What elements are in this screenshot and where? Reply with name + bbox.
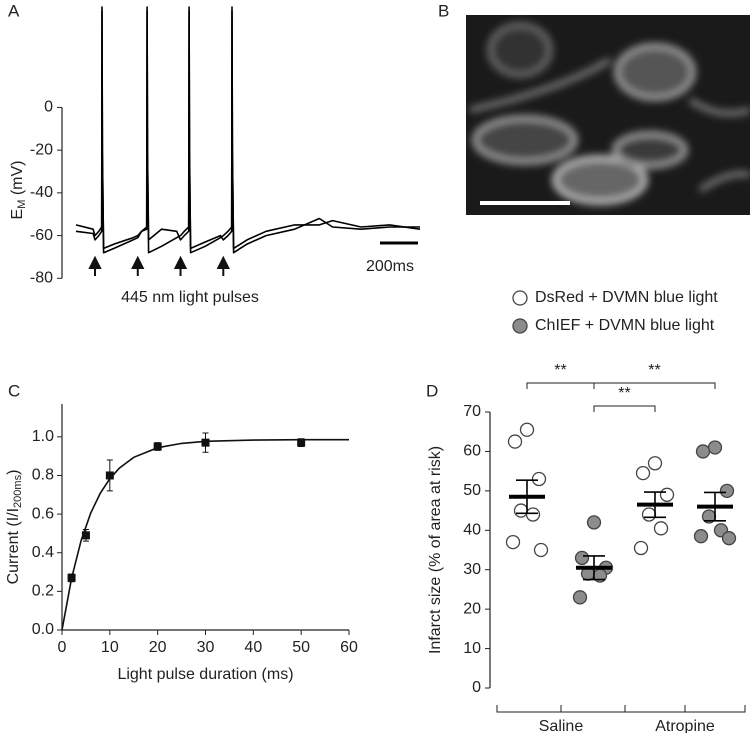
- legend-label: DsRed + DVMN blue light: [535, 289, 718, 306]
- fit-curve: [61, 438, 349, 631]
- data-point: [507, 434, 523, 449]
- data-point: [297, 438, 306, 447]
- group-bracket: [624, 705, 746, 713]
- y-tick-label: 1.0: [32, 428, 54, 445]
- y-tick-label: 0.4: [32, 544, 54, 561]
- pulse-arrow: [131, 255, 145, 276]
- data-point: [633, 540, 649, 556]
- pulse-arrow: [216, 255, 230, 276]
- x-tick-label: 30: [197, 639, 215, 656]
- y-axis-label: Infarct size (% of area at risk): [427, 446, 444, 654]
- data-point: [695, 444, 711, 459]
- data-point: [721, 531, 737, 546]
- micrograph: [466, 15, 750, 215]
- sem-bar: [704, 491, 726, 522]
- data-point: [574, 550, 590, 566]
- y-tick-label: 20: [463, 600, 481, 617]
- data-point: [653, 521, 669, 536]
- significance-label: **: [618, 385, 630, 402]
- x-tick-label: 20: [149, 639, 167, 656]
- y-tick-label: -80: [30, 270, 53, 287]
- x-tick-label: 10: [101, 639, 119, 656]
- data-point: [105, 471, 114, 480]
- legend-marker: [512, 290, 528, 306]
- label-text: E: [9, 209, 26, 220]
- y-tick-label: 60: [463, 443, 481, 460]
- sem-bar: [516, 479, 538, 515]
- data-point: [707, 440, 723, 455]
- legend-label: ChIEF + DVMN blue light: [535, 317, 715, 334]
- significance-label: **: [554, 362, 566, 379]
- data-point: [505, 534, 521, 550]
- voltage-trace: [75, 6, 420, 254]
- label-text: ): [5, 470, 22, 475]
- data-point: [531, 471, 547, 487]
- y-tick-label: 0: [44, 99, 53, 116]
- x-tick-label: 0: [58, 639, 67, 656]
- x-tick-label: 50: [292, 639, 310, 656]
- voltage-trace: [75, 10, 421, 250]
- data-point: [641, 507, 657, 522]
- x-tick-label: 60: [340, 639, 358, 656]
- scale-bar-label: 200ms: [366, 258, 414, 275]
- panel-letter: D: [426, 381, 438, 400]
- data-point: [533, 542, 549, 558]
- data-point: [525, 507, 541, 522]
- y-tick-label: 10: [463, 640, 481, 657]
- y-axis-label: EM (mV): [9, 161, 28, 220]
- data-point: [81, 531, 90, 540]
- panel-letter: C: [8, 381, 20, 400]
- y-tick-label: 0.2: [32, 583, 54, 600]
- y-tick-label: -60: [30, 227, 53, 244]
- legend-marker: [512, 318, 528, 334]
- data-point: [513, 503, 529, 518]
- label-text: (mV): [9, 161, 26, 200]
- y-tick-label: 40: [463, 522, 481, 539]
- group-bracket: [496, 705, 626, 713]
- data-point: [572, 590, 588, 605]
- label-subscript: 200ms: [12, 474, 24, 508]
- annotation: 445 nm light pulses: [121, 289, 259, 306]
- pulse-arrow: [173, 255, 188, 276]
- significance-label: **: [648, 362, 660, 379]
- y-tick-label: -40: [30, 184, 53, 201]
- significance-bracket: [593, 405, 656, 412]
- y-tick-label: 0.8: [32, 467, 54, 484]
- data-point: [67, 573, 76, 582]
- panel-letter: B: [438, 1, 449, 20]
- data-point: [635, 465, 651, 481]
- data-point: [693, 529, 709, 544]
- y-tick-label: 0: [472, 679, 481, 696]
- significance-bracket: [526, 382, 595, 389]
- y-tick-label: 30: [463, 561, 481, 578]
- group-label: Saline: [539, 718, 584, 733]
- x-tick-label: 40: [244, 639, 262, 656]
- y-tick-label: 0.0: [32, 621, 54, 638]
- significance-bracket: [593, 382, 716, 389]
- sem-bar: [583, 555, 605, 581]
- y-tick-label: -20: [30, 141, 53, 158]
- panel-letter: A: [8, 1, 20, 20]
- y-tick-label: 70: [463, 403, 481, 420]
- y-axis-label: Current (I/I200ms): [5, 470, 24, 585]
- y-tick-label: 50: [463, 482, 481, 499]
- pulse-arrow: [88, 255, 102, 276]
- y-tick-label: 0.6: [32, 505, 54, 522]
- label-text: Current (I/I: [5, 508, 22, 584]
- data-point: [647, 456, 663, 471]
- x-axis-label: Light pulse duration (ms): [117, 666, 293, 683]
- data-point: [153, 442, 162, 451]
- group-label: Atropine: [655, 718, 715, 733]
- data-point: [586, 515, 602, 530]
- data-point: [719, 483, 735, 499]
- label-subscript: M: [16, 200, 28, 209]
- data-point: [519, 422, 535, 437]
- data-point: [659, 487, 675, 502]
- sem-bar: [644, 491, 666, 519]
- data-point: [201, 438, 210, 447]
